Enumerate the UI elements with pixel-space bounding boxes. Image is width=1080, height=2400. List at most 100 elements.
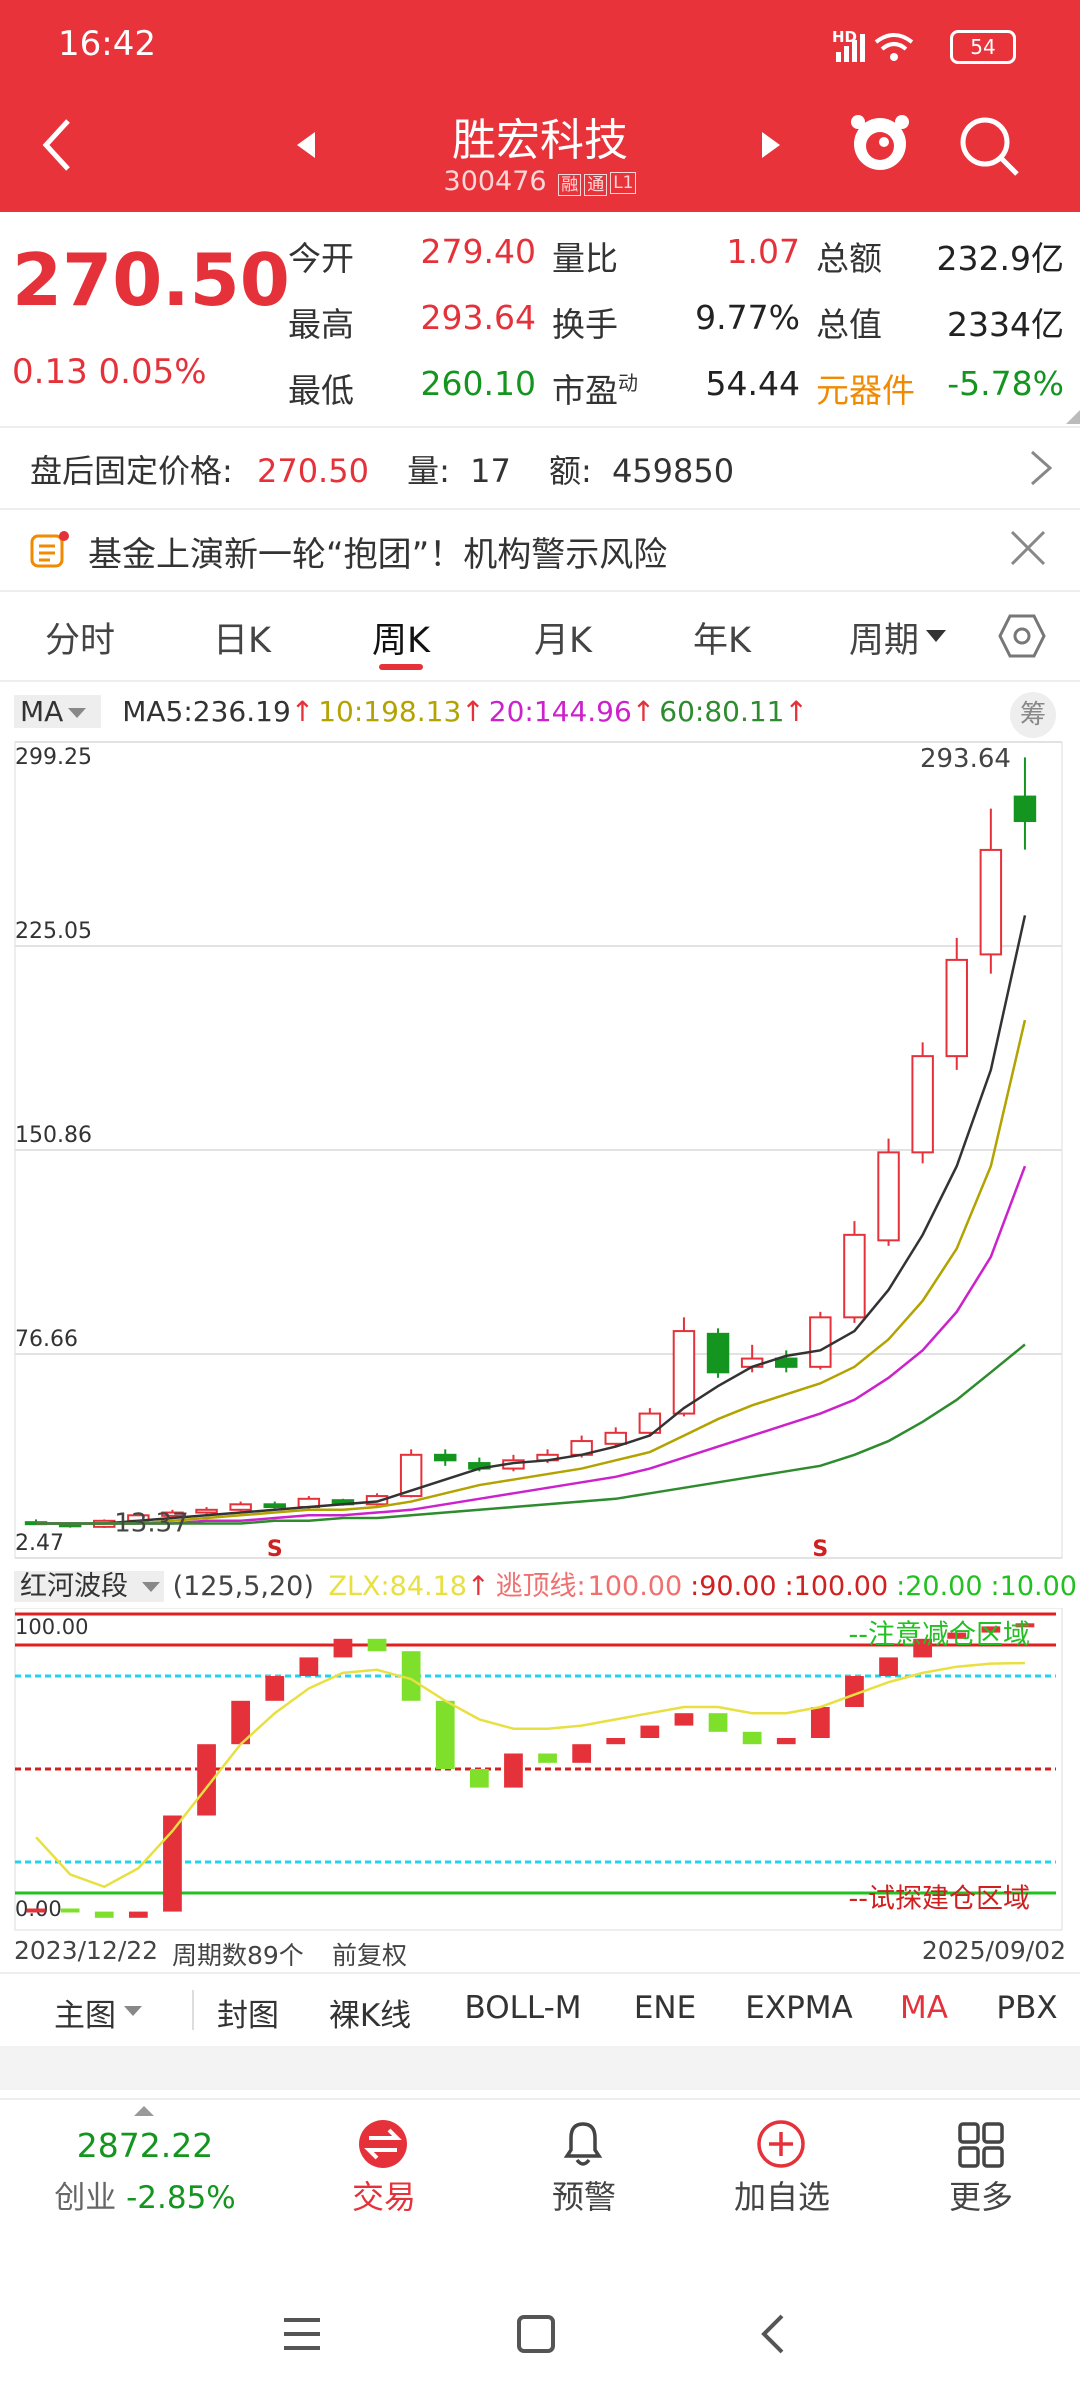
candle-body (638, 1412, 662, 1434)
ma-selector[interactable]: MA (14, 695, 102, 728)
battery: 54 (950, 30, 1016, 64)
toolbar-item[interactable]: MA (900, 1990, 948, 2026)
y-tick-label: 2.47 (15, 1531, 64, 1556)
end-date: 2025/09/02 (921, 1936, 1066, 1965)
indicator-bar (367, 1638, 387, 1652)
nav-label[interactable]: 预警 (551, 2178, 616, 2216)
dropdown-arrow[interactable] (68, 708, 86, 720)
nav-icon[interactable] (557, 2118, 611, 2172)
candle-body (945, 958, 968, 1058)
ma-arrow: ↑ (631, 695, 656, 728)
toolbar-item[interactable]: 主图 (54, 1998, 116, 2034)
after-hours-row[interactable]: 盘后固定价格: 270.50 量: 17 额: 459850 (30, 446, 734, 492)
price: 270.50 (12, 238, 290, 322)
arrow-shape (124, 2006, 142, 2016)
dropdown-arrow[interactable] (142, 1582, 160, 1594)
indicator-legend: 红河波段 (125,5,20) ZLX:84.18↑ 逃顶线:100.00:90.… (14, 1566, 1077, 1608)
indicator-bar (94, 1911, 114, 1918)
toolbar-item[interactable]: 封图 (217, 1998, 279, 2034)
index-value[interactable]: 2872.22 (76, 2126, 214, 2165)
field-label-text: 量比 (552, 239, 618, 278)
zlx-label: ZLX: (328, 1571, 390, 1602)
toolbar-item[interactable]: BOLL-M (464, 1990, 582, 2026)
field-label: 市盈动 (552, 364, 638, 412)
arrow-shape (142, 1582, 160, 1592)
volume: 17 (470, 452, 511, 490)
toolbar-item[interactable]: EXPMA (745, 1990, 853, 2026)
divider (0, 508, 1080, 510)
candle-body (809, 1316, 832, 1368)
next-stock[interactable] (758, 130, 782, 160)
indicator-bar (845, 1676, 864, 1707)
mascot-icon[interactable] (848, 108, 912, 180)
indicator-bar (776, 1738, 796, 1745)
settings-icon[interactable] (998, 612, 1046, 660)
period-tab[interactable]: 日K (213, 621, 271, 661)
field-label: 换手 (552, 298, 618, 346)
indicator-bar (572, 1744, 592, 1763)
period-tab[interactable]: 月K (534, 621, 592, 661)
chip-button[interactable]: 筹 (1010, 692, 1056, 738)
news-icon (30, 531, 69, 568)
nav-icon[interactable] (755, 2118, 809, 2172)
back-key[interactable] (761, 2314, 784, 2354)
nav-label[interactable]: 交易 (351, 2178, 416, 2216)
period-tab[interactable]: 年K (693, 621, 751, 661)
news-text[interactable]: 基金上演新一轮“抱团”！机构警示风险 (88, 535, 668, 575)
candle-body (434, 1453, 457, 1462)
indicator-bar (231, 1700, 251, 1745)
stock-tag: L1 (610, 171, 637, 194)
zlx-item: ZLX:84.18↑ (329, 1571, 490, 1602)
period-tab[interactable]: 分时 (44, 621, 115, 661)
ma-legend-item: 20:144.96↑ (489, 695, 656, 728)
field-label: 元器件 (816, 364, 915, 412)
prev-stock[interactable] (295, 130, 319, 160)
divider (0, 1972, 1080, 1974)
chevron-right[interactable] (1026, 448, 1056, 488)
escape-value: :90.00 (690, 1571, 777, 1602)
toolbar-item[interactable]: 裸K线 (328, 1998, 412, 2034)
nav-icon[interactable] (357, 2118, 411, 2172)
field-value: 1.07 (726, 232, 800, 271)
period-tab[interactable]: 周期 (848, 621, 919, 661)
network-type: HD (832, 28, 858, 46)
grid-icon (958, 2146, 980, 2168)
indicator-name[interactable]: 红河波段 (14, 1571, 164, 1602)
field-label-text: 市盈 (552, 371, 618, 410)
indicator-bar (538, 1753, 557, 1763)
toolbar-item[interactable]: PBX (996, 1990, 1058, 2026)
search-button[interactable] (955, 112, 1025, 182)
ma-legend-item: 60:80.11↑ (659, 695, 808, 728)
home-key[interactable] (517, 2315, 555, 2353)
status-time: 16:42 (58, 24, 156, 64)
grid-icon (958, 2122, 980, 2144)
toolbar-item[interactable]: ENE (633, 1990, 697, 2026)
nav-icon[interactable] (954, 2118, 1008, 2172)
candle-body (979, 848, 1003, 956)
menu-key[interactable] (284, 2318, 320, 2350)
ma-line (36, 1343, 1026, 1525)
grid-icon (982, 2122, 1004, 2144)
nav-label[interactable]: 加自选 (733, 2178, 830, 2216)
escape-value: :20.00 (896, 1571, 983, 1602)
nav-label[interactable]: 更多 (948, 2178, 1013, 2216)
indicator-bar (1015, 1623, 1035, 1628)
ma-value: 144.96 (533, 695, 632, 728)
zlx-value: 84.18 (389, 1571, 467, 1602)
dropdown-arrow[interactable] (124, 2006, 142, 2018)
index-row[interactable]: 创业 -2.85% (30, 2172, 260, 2217)
index-name: 创业 (54, 2180, 117, 2216)
period-count: 周期数89个 (172, 1941, 304, 1970)
back-button[interactable] (38, 115, 78, 175)
price-chart: 2.47 76.66 150.86 225.05 299.25 293.64 13.37 S S (14, 741, 1063, 1560)
dropdown-arrow[interactable] (926, 630, 946, 644)
period-tab[interactable]: 周K (372, 621, 430, 661)
field-label-text: 总额 (816, 239, 882, 278)
ma-line (36, 1165, 1027, 1525)
expand-arrow[interactable] (134, 2104, 154, 2118)
indicator-bar (708, 1713, 728, 1732)
ma-arrow: ↑ (461, 695, 485, 728)
indicator-bar (742, 1731, 762, 1745)
escape-value: :100.00 (784, 1571, 889, 1602)
close-news[interactable] (1010, 530, 1046, 566)
